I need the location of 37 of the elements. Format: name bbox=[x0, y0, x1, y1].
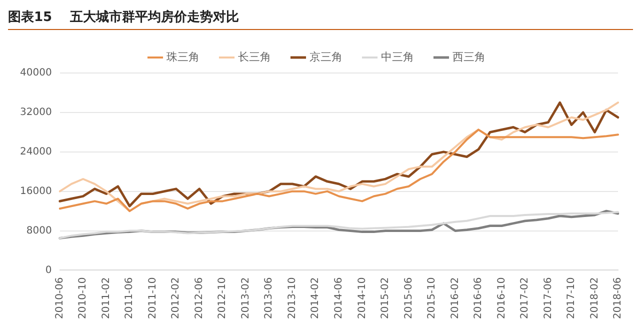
x-tick-label: 2013-10 bbox=[286, 277, 298, 320]
x-tick-label: 2017-02 bbox=[520, 277, 531, 320]
x-tick-label: 2013-02 bbox=[240, 277, 252, 320]
x-tick-label: 2010-06 bbox=[54, 277, 66, 320]
legend-label: 京三角 bbox=[309, 50, 342, 64]
x-tick-label: 2016-10 bbox=[496, 277, 508, 320]
x-tick-label: 2018-02 bbox=[589, 277, 600, 320]
y-tick-label: 0 bbox=[45, 264, 52, 276]
x-tick-label: 2011-10 bbox=[147, 277, 158, 320]
x-tick-label: 2012-06 bbox=[194, 277, 205, 320]
legend-label: 珠三角 bbox=[166, 50, 200, 64]
x-tick-label: 2013-06 bbox=[264, 277, 275, 320]
legend-label: 中三角 bbox=[380, 50, 414, 64]
chart-title: 图表15 五大城市群平均房价走势对比 bbox=[8, 8, 633, 30]
x-tick-label: 2011-02 bbox=[100, 277, 112, 320]
y-tick-label: 16000 bbox=[20, 186, 52, 197]
x-tick-label: 2016-02 bbox=[450, 277, 461, 320]
y-tick-label: 32000 bbox=[20, 107, 52, 118]
x-tick-label: 2018-06 bbox=[612, 277, 624, 320]
x-tick-label: 2017-06 bbox=[542, 277, 554, 320]
x-tick-label: 2012-10 bbox=[217, 277, 228, 320]
x-tick-label: 2015-06 bbox=[403, 277, 414, 320]
legend-label: 西三角 bbox=[452, 50, 486, 64]
y-tick-label: 8000 bbox=[26, 225, 52, 236]
x-tick-label: 2017-10 bbox=[566, 277, 578, 320]
x-tick-label: 2012-02 bbox=[170, 277, 182, 320]
x-tick-label: 2015-10 bbox=[426, 277, 438, 320]
x-tick-label: 2011-06 bbox=[124, 277, 136, 320]
x-tick-label: 2014-06 bbox=[334, 277, 344, 320]
x-tick-label: 2015-02 bbox=[380, 277, 392, 320]
x-tick-label: 2014-10 bbox=[356, 277, 368, 320]
x-tick-label: 2010-10 bbox=[78, 277, 89, 320]
y-tick-label: 40000 bbox=[20, 68, 52, 79]
legend-label: 长三角 bbox=[238, 50, 271, 64]
x-tick-label: 2014-02 bbox=[310, 277, 322, 320]
y-tick-label: 24000 bbox=[20, 146, 52, 158]
x-tick-label: 2016-06 bbox=[473, 277, 484, 320]
